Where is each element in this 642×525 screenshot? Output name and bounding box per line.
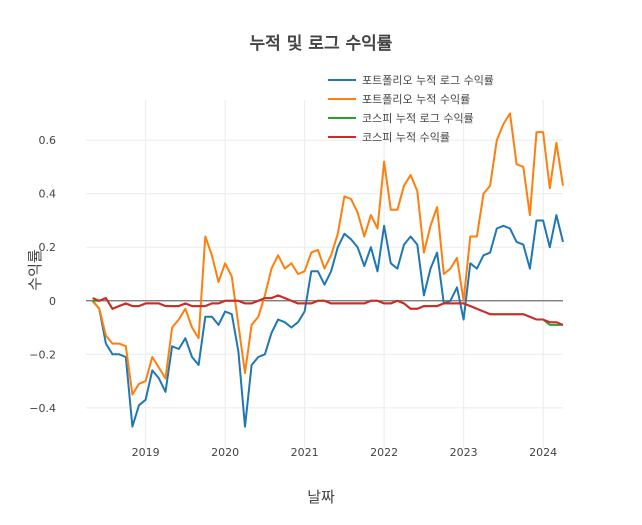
legend-label-2: 포트폴리오 누적 수익률: [362, 93, 470, 106]
x-tick-label: 2024: [529, 446, 557, 459]
x-tick-label: 2022: [370, 446, 398, 459]
gridlines: [86, 100, 563, 448]
chart-title: 누적 및 로그 수익률: [250, 34, 393, 54]
x-tick-label: 2019: [132, 446, 160, 459]
x-tick-label: 2020: [211, 446, 239, 459]
series-layer: [91, 112, 564, 428]
legend-label-4: 코스피 누적 수익률: [362, 131, 450, 144]
y-tick-label: −0.4: [29, 402, 56, 415]
legend-label-1: 포트폴리오 누적 로그 수익률: [362, 74, 494, 87]
series-line-2: [91, 112, 564, 396]
y-axis-ticks: −0.4 −0.2 0 0.2 0.4 0.6: [29, 134, 56, 415]
x-tick-label: 2023: [450, 446, 478, 459]
legend-label-3: 코스피 누적 로그 수익률: [362, 112, 474, 125]
x-axis-title: 날짜: [307, 488, 335, 506]
y-tick-label: 0.6: [39, 134, 57, 147]
x-axis-ticks: 2019 2020 2021 2022 2023 2024: [132, 446, 558, 459]
y-axis-title: 수익률: [26, 249, 44, 291]
series-line-4: [92, 294, 564, 326]
x-tick-label: 2021: [291, 446, 319, 459]
y-tick-label: −0.2: [29, 348, 56, 361]
y-tick-label: 0.4: [39, 188, 57, 201]
y-tick-label: 0: [49, 295, 56, 308]
series-line-1: [91, 214, 564, 428]
y-tick-label: 0.2: [39, 241, 57, 254]
